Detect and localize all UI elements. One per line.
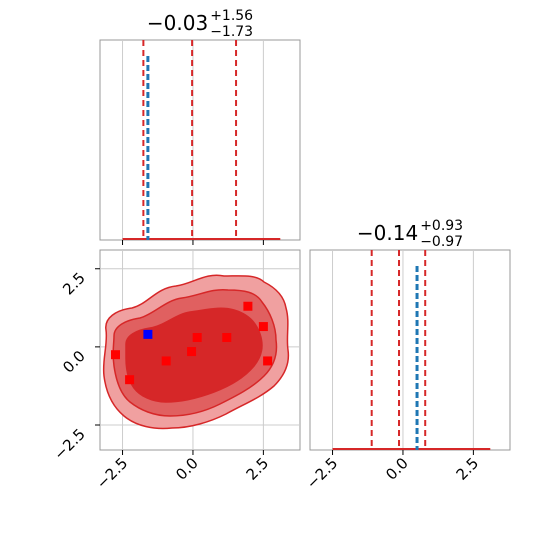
histogram-2-title: −0.14 +0.93 −0.97 [357,218,463,250]
histogram-1-frame [99,39,301,241]
joint-xtick-label-0: −2.5 [93,454,131,492]
histogram-2-title-median: −0.14 [357,221,418,245]
histogram-2-title-upper: +0.93 [420,218,463,234]
sample-marker-5 [222,333,232,342]
histogram-2-xtick-label-1: 0.0 [382,454,412,484]
joint-markers [110,301,273,385]
histogram-panel-1: −0.03 +1.56 −1.73 [99,8,301,245]
histogram-2-ticks: −2.5 0.0 2.5 [303,450,482,493]
histogram-2-frame [309,249,511,451]
histogram-panel-2: −2.5 0.0 2.5 −0.14 +0.93 −0.97 [303,218,511,493]
sample-marker-4 [192,333,202,342]
sample-marker-8 [263,356,273,366]
sample-marker-2 [161,356,171,366]
histogram-1-title-median: −0.03 [147,11,208,35]
histogram-1-title-lower: −1.73 [210,24,253,40]
histogram-2-xtick-label-2: 2.5 [453,454,483,484]
sample-marker-1 [125,375,135,385]
joint-xtick-label-2: 2.5 [243,454,273,484]
joint-ytick-label-2: 2.5 [59,269,89,299]
sample-marker-0 [110,350,120,360]
histogram-1-title-upper: +1.56 [210,8,253,24]
sample-marker-7 [258,322,268,332]
joint-panel: −2.5 0.0 2.5 −2.5 0.0 2.5 [50,249,301,493]
truth-marker [143,329,153,339]
histogram-2-title-lower: −0.97 [420,234,463,250]
histogram-1-ticks [122,240,264,245]
histogram-1-title: −0.03 +1.56 −1.73 [147,8,253,40]
histogram-2-xtick-label-0: −2.5 [303,454,341,492]
histogram-2-grid [332,250,474,450]
histogram-2-lines [332,250,491,450]
joint-xtick-label-1: 0.0 [172,454,202,484]
joint-ytick-label-0: −2.5 [50,425,88,463]
joint-ytick-label-1: 0.0 [59,347,89,377]
histogram-1-lines [122,40,281,240]
sample-marker-6 [243,301,253,311]
sample-marker-3 [187,347,197,357]
